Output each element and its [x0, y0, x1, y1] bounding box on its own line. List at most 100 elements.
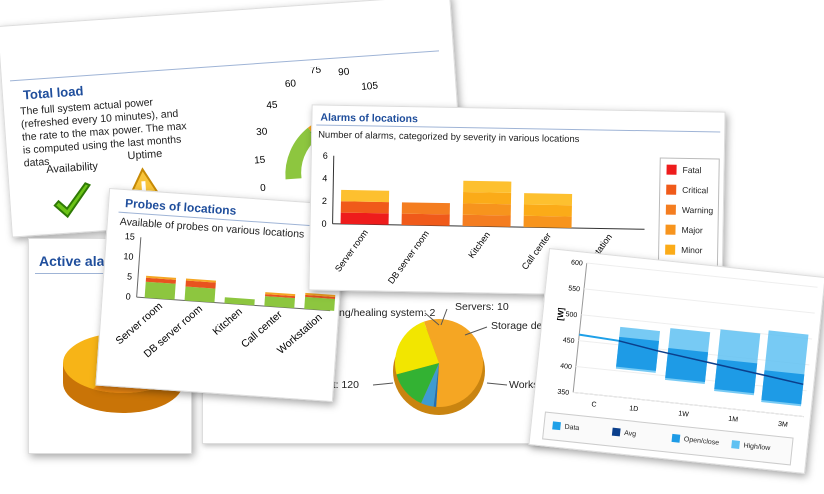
alarms-legend-item: Minor: [665, 244, 703, 256]
alarms-legend-item: Fatal: [666, 164, 702, 175]
forecast-xtick: 1W: [678, 410, 690, 418]
probes-bar-segment: [145, 277, 176, 284]
probes-bar-segment: [146, 275, 177, 280]
forecast-ytick: 600: [571, 259, 583, 267]
alarms-bar-segment: [340, 201, 389, 214]
legend-label: Data: [564, 423, 580, 432]
legend-label: Critical: [682, 184, 709, 196]
legend-label: Warning: [681, 204, 714, 216]
gauge-tick-15: 15: [254, 155, 266, 167]
forecast-xtick: C: [591, 401, 597, 408]
probes-category-label: Kitchen: [210, 306, 244, 338]
gauge-tick-105: 105: [361, 81, 379, 93]
alarms-bar-segment: [462, 203, 511, 216]
alarms-ytick: 2: [322, 196, 327, 206]
alarms-bar-segment: [401, 202, 450, 215]
probes-x-axis: [136, 296, 331, 312]
pie-slice: [423, 319, 483, 407]
legend-swatch: [731, 440, 740, 449]
availability-label: Availability: [45, 160, 99, 176]
forecast-legend-item: Open/close: [671, 433, 720, 447]
pie-slice: [396, 363, 439, 404]
probes-bar-segment: [184, 286, 216, 303]
alarms-category-label: Server room: [333, 228, 370, 274]
probes-bar-segment: [265, 292, 296, 297]
alarms-legend-item: Warning: [665, 204, 714, 216]
forecast-chart: [W] 350 400 450 500 550 600 C 1D 1W 1M 3M: [556, 259, 818, 429]
forecast-ylabel: [W]: [556, 307, 566, 321]
alarms-y-axis: [332, 155, 335, 224]
probes-bar-segment: [305, 294, 336, 299]
label-servers: Servers: 10: [455, 301, 509, 313]
legend-swatch: [665, 244, 676, 255]
pie-slice: [433, 363, 439, 407]
probes-bar-segment: [144, 281, 176, 300]
forecast-gridline: [573, 391, 804, 418]
alarms-bar-segment: [340, 189, 390, 203]
legend-swatch: [666, 164, 677, 175]
probes-ytick: 5: [127, 271, 133, 281]
probes-bar-segment: [265, 294, 296, 299]
alarms-ytick: 4: [322, 173, 327, 183]
probes-bar-segment: [264, 296, 295, 309]
alarms-legend-item: Critical: [666, 184, 709, 196]
forecast-y-axis: [572, 262, 588, 393]
legend-label: Open/close: [683, 435, 720, 447]
alarms-locations-title: Alarms of locations: [320, 111, 418, 126]
forecast-legend-item: High/low: [731, 440, 771, 452]
gauge-tick-30: 30: [256, 126, 268, 138]
probes-bar-segment: [224, 297, 255, 306]
pie-slice: [421, 363, 439, 407]
forecast-gridline: [586, 262, 818, 288]
probes-bar-segment: [305, 292, 336, 297]
alarms-locations-subtitle: Number of alarms, categorized by severit…: [318, 129, 580, 146]
probes-title: Probes of locations: [124, 196, 237, 218]
legend-swatch: [552, 421, 561, 431]
forecast-ytick: 400: [560, 363, 572, 371]
checkmark-icon: [53, 182, 91, 219]
alarms-bar-segment: [462, 214, 511, 227]
legend-swatch: [611, 427, 621, 437]
legend-swatch: [671, 433, 681, 443]
gauge-green-band: [285, 127, 317, 180]
gauge-tick-75: 75: [310, 65, 322, 77]
alarms-category-label: Kitchen: [466, 230, 492, 260]
gauge-tick-60: 60: [285, 78, 297, 90]
distribution-pie: [393, 319, 485, 415]
probes-bar-segment: [185, 278, 216, 283]
forecast-openclose-band: [761, 370, 805, 405]
total-load-title: Total load: [22, 83, 84, 103]
total-load-description: The full system actual power (refreshed …: [19, 96, 188, 170]
legend-label: Minor: [681, 244, 703, 256]
forecast-data-line: [579, 333, 619, 342]
probes-card: Probes of locations Available of probes …: [95, 187, 347, 403]
alarms-category-label: DB server room: [386, 229, 431, 286]
alarms-bar-segment: [401, 213, 450, 226]
alarms-bar-segment: [523, 193, 573, 206]
forecast-legend-item: Avg: [611, 427, 637, 438]
probes-y-axis: [136, 237, 142, 298]
probes-bar-segment: [304, 296, 336, 311]
forecast-xtick: 1M: [728, 416, 739, 424]
alarms-legend-item: Major: [665, 224, 703, 235]
forecast-openclose-band: [714, 359, 758, 394]
forecast-card: [W] 350 400 450 500 550 600 C 1D 1W 1M 3M Data Avg O…: [528, 248, 824, 474]
forecast-openclose-band: [616, 336, 659, 371]
alarms-ytick: 0: [321, 219, 326, 229]
forecast-ytick: 550: [568, 285, 580, 293]
probes-ytick: 0: [125, 291, 131, 301]
alarms-bar-segment: [340, 212, 389, 225]
alarms-bar-segment: [523, 215, 572, 228]
gauge-tick-45: 45: [266, 100, 278, 112]
probes-bar-segment: [185, 280, 216, 289]
forecast-avg-line: [618, 340, 804, 386]
probes-ytick: 15: [125, 231, 136, 242]
legend-swatch: [665, 224, 676, 235]
alarms-ytick: 6: [323, 151, 328, 161]
legend-label: Avg: [623, 429, 637, 438]
legend-swatch: [665, 204, 676, 215]
forecast-xtick: 3M: [778, 421, 789, 429]
pie-slice: [395, 321, 439, 375]
alarms-bar-segment: [462, 192, 512, 205]
